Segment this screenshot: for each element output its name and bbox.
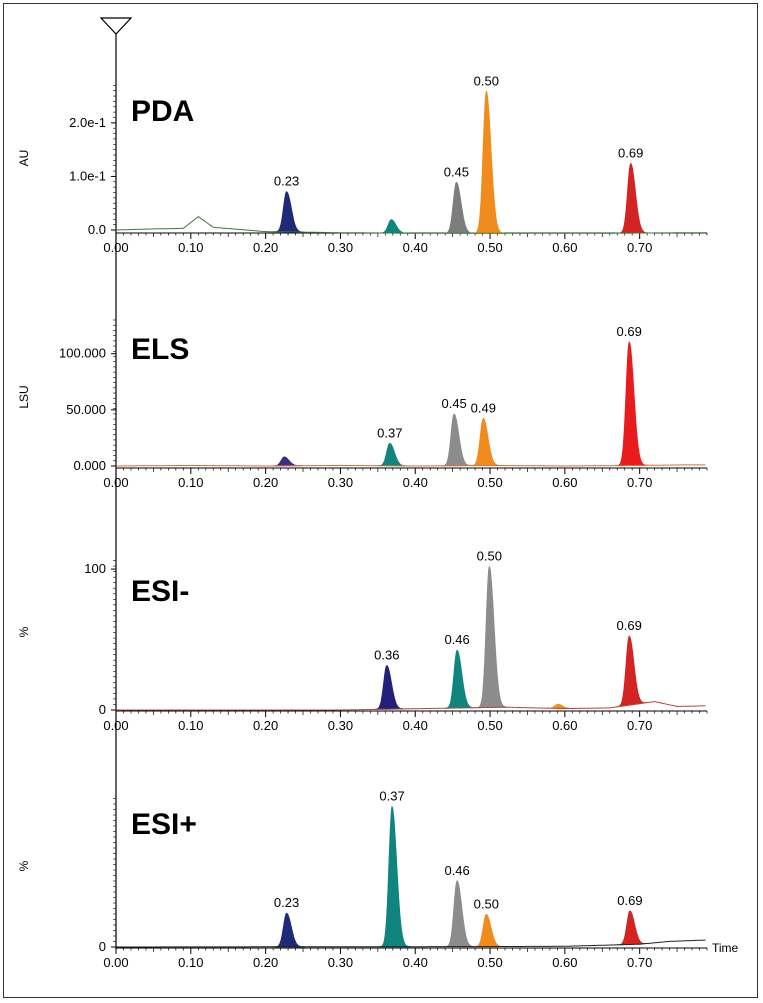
x-tick-label: 0.40 <box>403 955 428 970</box>
x-tick-label: 0.20 <box>253 475 278 490</box>
x-tick-label: 0.10 <box>178 240 203 255</box>
y-axis-unit: LSU <box>17 385 31 408</box>
x-tick-label: 0.20 <box>253 955 278 970</box>
x-tick-label: 0.40 <box>403 475 428 490</box>
y-tick-label: 0 <box>99 702 106 717</box>
peak-label: 0.36 <box>374 648 399 663</box>
panel-3: ESI+% 00.00 0.10 0.20 0.30 0.40 0.50 0.60 0.70 Ti… <box>17 789 739 970</box>
peak-label: 0.50 <box>477 549 502 564</box>
peak-area <box>379 805 411 948</box>
peak-area <box>473 90 505 234</box>
x-tick-label: 0.10 <box>178 475 203 490</box>
peak-area <box>374 664 406 710</box>
peak-label: 0.50 <box>474 896 499 911</box>
y-tick-label: 0.000 <box>73 458 106 473</box>
peak-label: 0.45 <box>441 396 466 411</box>
peak-label: 0.69 <box>618 145 643 160</box>
x-tick-label: 0.00 <box>103 955 128 970</box>
y-axis-unit: AU <box>17 150 31 167</box>
peak-area <box>618 162 650 234</box>
x-tick-label: 0.50 <box>477 955 502 970</box>
peak-label: 0.46 <box>444 632 469 647</box>
peak-label: 0.69 <box>617 618 642 633</box>
x-tick-label: 0.70 <box>627 475 652 490</box>
x-tick-label: 0.70 <box>627 718 652 733</box>
y-axis-unit: % <box>17 626 31 637</box>
baseline-trace <box>116 939 706 948</box>
y-tick-label: 1.0e-1 <box>69 168 106 183</box>
x-tick-label: 0.20 <box>253 718 278 733</box>
x-tick-label: 0.20 <box>253 240 278 255</box>
peak-area <box>444 880 476 947</box>
x-tick-label: 0.70 <box>627 240 652 255</box>
peak-label: 0.45 <box>444 164 469 179</box>
panel-title: ESI+ <box>131 808 197 841</box>
x-tick-label: 0.60 <box>552 475 577 490</box>
x-tick-label: 0.30 <box>328 955 353 970</box>
peak-label: 0.23 <box>274 895 299 910</box>
peak-label: 0.37 <box>379 789 404 804</box>
peak-area <box>473 913 505 947</box>
peak-label: 0.23 <box>274 174 299 189</box>
peak-label: 0.69 <box>617 324 642 339</box>
peak-label: 0.50 <box>474 73 499 88</box>
x-tick-label: 0.60 <box>552 955 577 970</box>
x-tick-label: 0.00 <box>103 718 128 733</box>
peak-area <box>617 910 649 946</box>
x-tick-label: 0.50 <box>477 240 502 255</box>
panels: PDA AU 0.0 1.0e-1 2.0e-1 0.00 0.10 0.20 0.30 0.40… <box>17 73 739 970</box>
y-axis-unit: % <box>17 860 31 871</box>
peak-area <box>616 340 648 466</box>
x-tick-label: 0.30 <box>328 475 353 490</box>
peak-area <box>441 413 473 467</box>
baseline-trace <box>116 215 706 234</box>
peak-label: 0.69 <box>617 893 642 908</box>
x-tick-label: 0.60 <box>552 240 577 255</box>
x-tick-label: 0.00 <box>103 240 128 255</box>
x-tick-label: 0.50 <box>477 718 502 733</box>
x-tick-label: 0.60 <box>552 718 577 733</box>
peak-area <box>274 912 306 948</box>
x-tick-label: 0.50 <box>477 475 502 490</box>
peak-area <box>377 442 409 467</box>
x-tick-label: 0.30 <box>328 718 353 733</box>
x-tick-label: 0.00 <box>103 475 128 490</box>
peak-area <box>273 191 306 233</box>
y-tick-label: 0 <box>99 939 106 954</box>
peak-area <box>476 565 508 709</box>
y-tick-label: 0.0 <box>88 222 106 237</box>
x-tick-label: 0.10 <box>178 718 203 733</box>
peak-area <box>271 456 303 467</box>
peak-area <box>378 219 410 234</box>
peak-label: 0.37 <box>377 425 402 440</box>
panel-title: ESI- <box>131 575 189 608</box>
peak-label: 0.46 <box>444 863 469 878</box>
panel-title: ELS <box>131 333 189 366</box>
panel-0: PDA AU 0.0 1.0e-1 2.0e-1 0.00 0.10 0.20 0.30 0.40… <box>17 73 708 255</box>
peak-area <box>616 635 648 708</box>
injection-marker-icon <box>99 17 133 35</box>
baseline-trace <box>116 464 706 467</box>
x-axis-label: Time <box>712 941 739 955</box>
peak-label: 0.49 <box>471 400 496 415</box>
y-tick-label: 100 <box>84 561 106 576</box>
y-tick-label: 2.0e-1 <box>69 115 106 130</box>
peak-area <box>443 181 475 234</box>
baseline-trace <box>116 700 706 711</box>
x-tick-label: 0.40 <box>403 240 428 255</box>
x-tick-label: 0.10 <box>178 955 203 970</box>
y-tick-label: 50.000 <box>66 402 106 417</box>
panel-2: ESI-% 0 100 0.00 0.10 0.20 0.30 0.40 0.50 0.60 0.7… <box>17 549 708 733</box>
panel-title: PDA <box>131 95 194 128</box>
y-tick-label: 100.000 <box>59 346 106 361</box>
panel-1: ELS LSU 0.000 50.000 100.000 0.00 0.10 0.20 0.30… <box>17 319 708 490</box>
x-tick-label: 0.40 <box>403 718 428 733</box>
x-tick-label: 0.30 <box>328 240 353 255</box>
x-tick-label: 0.70 <box>627 955 652 970</box>
peak-area <box>470 417 502 466</box>
peak-area <box>444 649 476 709</box>
